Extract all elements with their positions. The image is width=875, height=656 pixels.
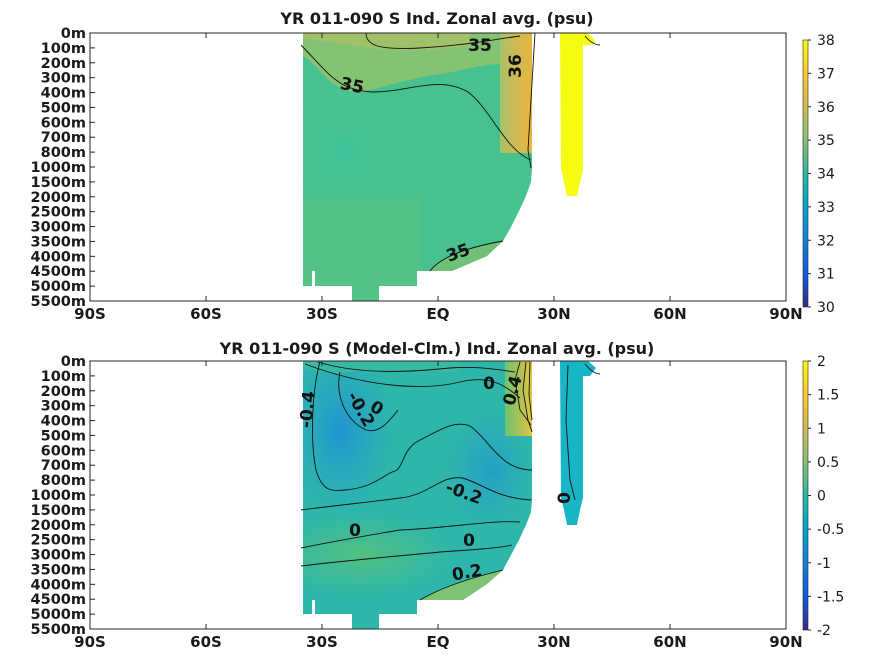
y-tick-label: 500m — [41, 428, 86, 444]
top-title: YR 011-090 S Ind. Zonal avg. (psu) — [279, 9, 593, 28]
y-tick-label: 1500m — [31, 175, 86, 191]
y-tick-label: 2000m — [31, 518, 86, 534]
colorbar-tick-label: -1.5 — [817, 589, 844, 605]
colorbar-tick-label: 36 — [817, 100, 835, 116]
y-tick-label: 400m — [41, 414, 86, 430]
bottom-contour-label: 0 — [555, 492, 575, 504]
bottom-contour-label: 0 — [349, 521, 361, 541]
y-tick-label: 100m — [41, 41, 86, 57]
x-tick-label: 60N — [653, 633, 686, 651]
top-field — [301, 33, 596, 301]
colorbar-tick-label: 35 — [817, 133, 835, 149]
top-contour-label: 35 — [338, 74, 365, 98]
x-tick-label: 30S — [306, 305, 338, 323]
colorbar-tick-label: -0.5 — [817, 522, 844, 538]
y-tick-label: 3000m — [31, 548, 86, 564]
x-tick-label: 90N — [769, 633, 802, 651]
colorbar-tick-label: 31 — [817, 267, 835, 283]
y-tick-label: 400m — [41, 86, 86, 102]
y-tick-label: 300m — [41, 71, 86, 87]
x-tick-label: 30S — [306, 633, 338, 651]
colorbar-tick-label: 32 — [817, 233, 835, 249]
y-tick-label: 4500m — [31, 264, 86, 280]
y-tick-label: 800m — [41, 145, 86, 161]
y-tick-label: 3500m — [31, 234, 86, 250]
y-tick-label: 300m — [41, 399, 86, 415]
y-tick-label: 2500m — [31, 205, 86, 221]
bottom-y-axis: 0m100m200m300m400m500m600m700m800m1000m1… — [31, 354, 95, 638]
y-tick-label: 700m — [41, 458, 86, 474]
top-colorbar: 30 31 32 33 34 35 36 37 38 — [802, 33, 835, 316]
x-tick-label: 90S — [74, 633, 106, 651]
x-tick-label: 60N — [653, 305, 686, 323]
top-colorbar-ramp — [802, 39, 809, 308]
top-x-axis: 90S 60S 30S EQ 30N 60N 90N — [74, 33, 803, 323]
colorbar-tick-label: 37 — [817, 66, 835, 82]
y-tick-label: 1500m — [31, 503, 86, 519]
y-tick-label: 0m — [61, 354, 86, 370]
colorbar-tick-label: 33 — [817, 200, 835, 216]
bottom-title: YR 011-090 S (Model-Clm.) Ind. Zonal avg… — [219, 339, 655, 358]
y-tick-label: 200m — [41, 384, 86, 400]
y-tick-label: 700m — [41, 130, 86, 146]
colorbar-tick-label: -1 — [817, 556, 831, 572]
colorbar-tick-label: 0.5 — [817, 455, 839, 471]
x-tick-label: 30N — [537, 633, 570, 651]
x-tick-label: 60S — [190, 633, 222, 651]
colorbar-tick-label: 2 — [817, 354, 826, 370]
x-tick-label: 90S — [74, 305, 106, 323]
x-tick-label: EQ — [427, 633, 450, 651]
y-tick-label: 5500m — [31, 622, 86, 638]
bottom-contour-label: 0 — [463, 531, 475, 551]
y-tick-label: 4500m — [31, 592, 86, 608]
colorbar-tick-label: -2 — [817, 623, 831, 639]
colorbar-tick-label: 1.5 — [817, 388, 839, 404]
bottom-panel: YR 011-090 S (Model-Clm.) Ind. Zonal avg… — [31, 339, 845, 651]
bottom-x-axis: 90S 60S 30S EQ 30N 60N 90N — [74, 361, 803, 651]
bottom-contour-label: 0 — [483, 374, 495, 394]
top-contours — [300, 32, 601, 272]
y-tick-label: 3000m — [31, 220, 86, 236]
y-tick-label: 0m — [61, 26, 86, 42]
y-tick-label: 1000m — [31, 488, 86, 504]
y-tick-label: 5500m — [31, 294, 86, 310]
bottom-contour-label: -0.4 — [296, 390, 319, 429]
top-y-axis: 0m100m200m300m400m500m600m700m800m1000m1… — [31, 26, 95, 310]
y-tick-label: 1000m — [31, 160, 86, 176]
bottom-field-north-column — [560, 361, 596, 525]
x-tick-label: EQ — [427, 305, 450, 323]
y-tick-label: 800m — [41, 473, 86, 489]
y-tick-label: 5000m — [31, 279, 86, 295]
bottom-colorbar: -2 -1.5 -1 -0.5 0 0.5 1 1.5 2 — [802, 354, 844, 639]
colorbar-tick-label: 34 — [817, 167, 835, 183]
colorbar-tick-label: 1 — [817, 421, 826, 437]
y-tick-label: 5000m — [31, 607, 86, 623]
colorbar-tick-label: 38 — [817, 33, 835, 49]
x-tick-label: 90N — [769, 305, 802, 323]
y-tick-label: 2500m — [31, 533, 86, 549]
bottom-colorbar-ramp — [802, 360, 809, 631]
y-tick-label: 200m — [41, 56, 86, 72]
top-contour-label: 36 — [506, 54, 526, 78]
y-tick-label: 2000m — [31, 190, 86, 206]
colorbar-tick-label: 30 — [817, 300, 835, 316]
top-contour-label: 35 — [468, 36, 492, 56]
top-panel: YR 011-090 S Ind. Zonal avg. (psu) — [31, 9, 835, 323]
bottom-contours — [300, 361, 601, 601]
y-tick-label: 3500m — [31, 562, 86, 578]
x-tick-label: 30N — [537, 305, 570, 323]
y-tick-label: 4000m — [31, 249, 86, 265]
top-field-north-column — [560, 33, 596, 196]
y-tick-label: 600m — [41, 443, 86, 459]
y-tick-label: 4000m — [31, 577, 86, 593]
y-tick-label: 100m — [41, 369, 86, 385]
colorbar-tick-label: 0 — [817, 489, 826, 505]
y-tick-label: 600m — [41, 115, 86, 131]
x-tick-label: 60S — [190, 305, 222, 323]
y-tick-label: 500m — [41, 100, 86, 116]
